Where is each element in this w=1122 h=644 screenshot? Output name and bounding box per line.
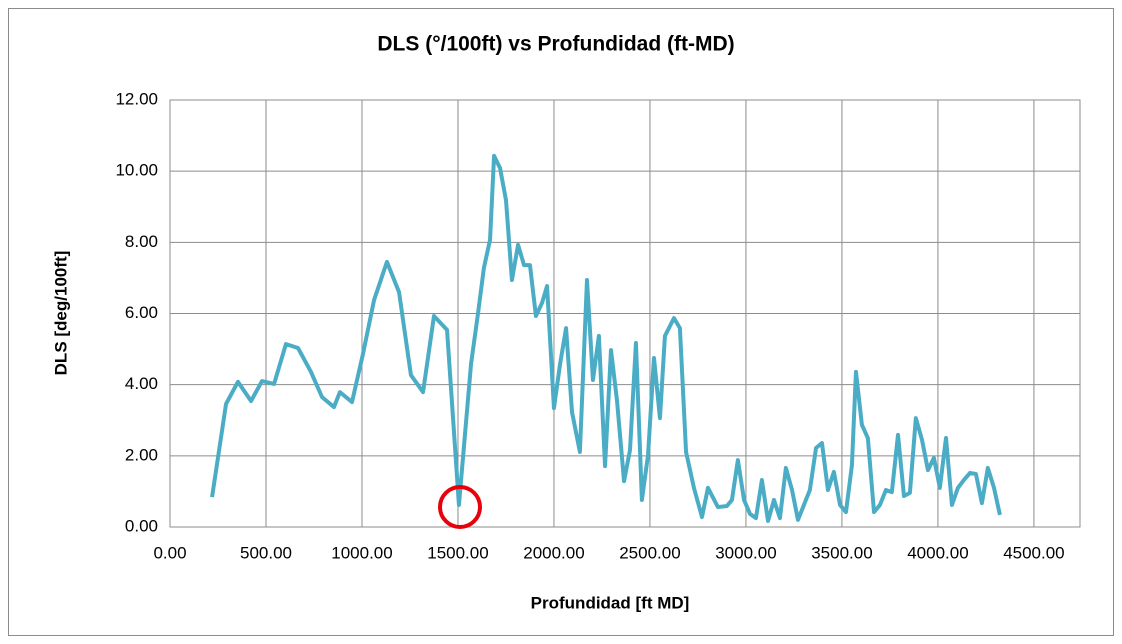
plot-area: 0.00 2.00 4.00 6.00 8.00 10.00 12.00 0.00 500.00… xyxy=(115,89,1081,562)
chart-border xyxy=(8,8,1114,636)
y-tick-label: 8.00 xyxy=(125,232,158,251)
x-tick-label: 4000.00 xyxy=(907,543,968,562)
x-tick-label: 2500.00 xyxy=(619,543,680,562)
x-tick-label: 4500.00 xyxy=(1003,543,1064,562)
highlight-circle xyxy=(438,485,482,529)
y-axis-label: DLS [deg/100ft] xyxy=(51,251,70,376)
x-tick-label: 3000.00 xyxy=(715,543,776,562)
y-tick-label: 0.00 xyxy=(125,516,158,535)
x-tick-label: 1000.00 xyxy=(331,543,392,562)
x-tick-label: 0.00 xyxy=(153,543,186,562)
y-tick-label: 12.00 xyxy=(115,89,158,108)
chart-title: DLS (°/100ft) vs Profundidad (ft-MD) xyxy=(377,33,734,56)
data-line xyxy=(210,153,1002,523)
y-tick-label: 2.00 xyxy=(125,445,158,464)
plot-border xyxy=(169,99,1081,528)
x-tick-label: 1500.00 xyxy=(427,543,488,562)
y-tick-label: 4.00 xyxy=(125,374,158,393)
y-tick-label: 10.00 xyxy=(115,161,158,180)
x-tick-label: 2000.00 xyxy=(523,543,584,562)
x-tick-label: 3500.00 xyxy=(811,543,872,562)
x-axis-label: Profundidad [ft MD] xyxy=(531,593,690,612)
x-tick-label: 500.00 xyxy=(240,543,292,562)
y-tick-label: 6.00 xyxy=(125,303,158,322)
